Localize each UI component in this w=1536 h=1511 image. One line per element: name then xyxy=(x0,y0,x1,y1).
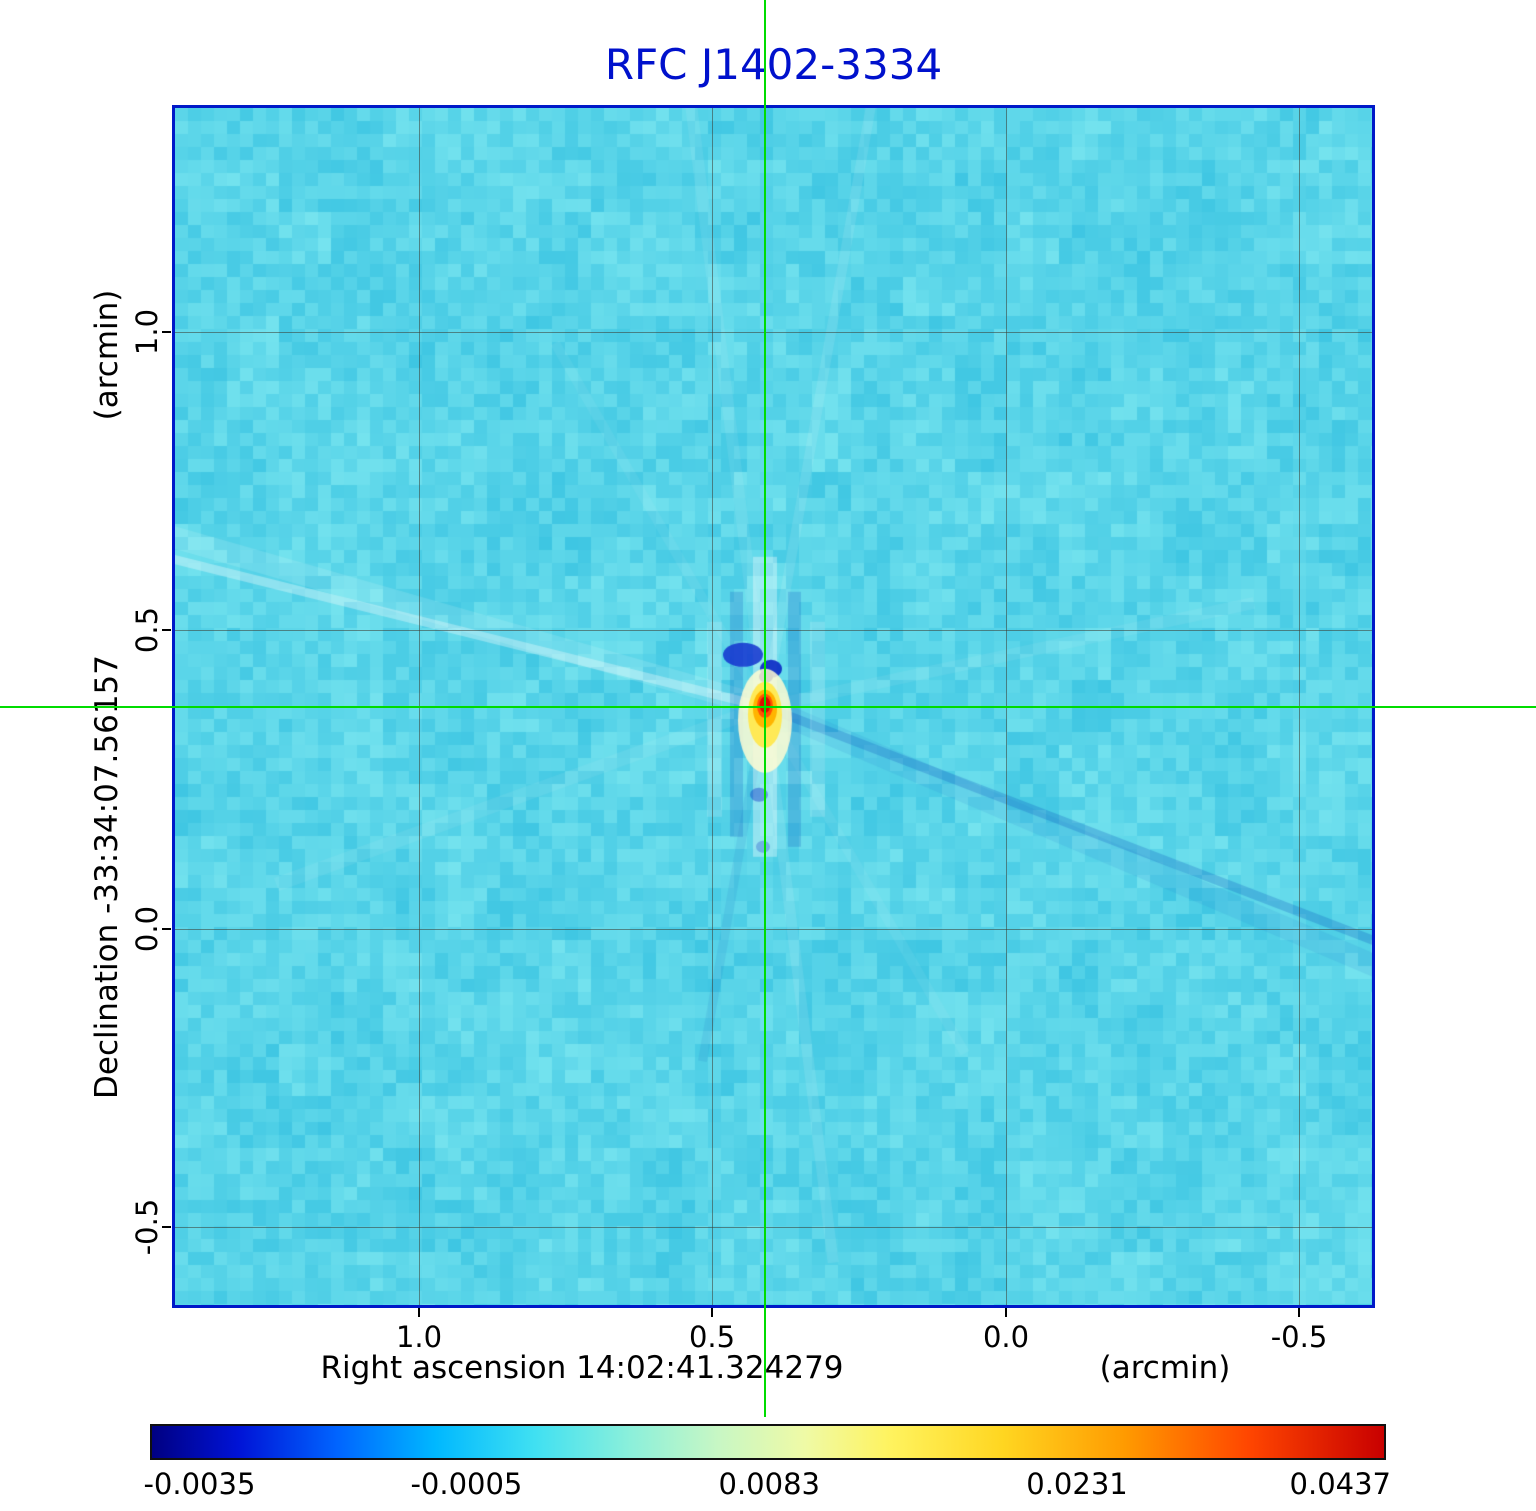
colorbar-gradient xyxy=(152,1426,1384,1458)
colorbar-tick-label: 0.0083 xyxy=(718,1467,820,1501)
colorbar-tick-label: 0.0231 xyxy=(1026,1467,1128,1501)
colorbar xyxy=(150,1424,1386,1460)
y-tick-label: 0.5 xyxy=(130,606,164,654)
y-tick-label: 0.0 xyxy=(130,905,164,953)
colorbar-tick-labels: -0.0035 -0.0005 0.0083 0.0231 0.0437 xyxy=(143,1467,1391,1503)
x-tick-mark xyxy=(418,1308,420,1317)
y-axis-units-label: (arcmin) xyxy=(89,289,125,421)
crosshair-horizontal-line xyxy=(0,706,1536,708)
y-axis-label: Declination -33:34:07.56157 xyxy=(89,655,125,1099)
y-tick-label: 1.0 xyxy=(130,308,164,356)
y-tick-mark xyxy=(162,1226,171,1228)
x-tick-label: 0.5 xyxy=(688,1320,736,1354)
y-tick-mark xyxy=(162,928,171,930)
colorbar-tick-label: 0.0437 xyxy=(1289,1467,1392,1501)
colorbar-tick-label: -0.0005 xyxy=(410,1467,523,1501)
y-tick-mark xyxy=(162,331,171,333)
x-axis-units-label: (arcmin) xyxy=(1099,1350,1231,1386)
y-tick-label: -0.5 xyxy=(130,1198,164,1256)
x-tick-mark xyxy=(711,1308,713,1317)
x-axis-label: Right ascension 14:02:41.324279 xyxy=(320,1350,844,1386)
crosshair-vertical-line xyxy=(764,0,766,1417)
x-tick-mark xyxy=(1298,1308,1300,1317)
y-tick-mark xyxy=(162,629,171,631)
x-tick-mark xyxy=(1005,1308,1007,1317)
colorbar-tick-label: -0.0035 xyxy=(143,1467,256,1501)
x-tick-label: 0.0 xyxy=(982,1320,1030,1354)
x-tick-label: 1.0 xyxy=(395,1320,443,1354)
chart-title: RFC J1402-3334 xyxy=(604,40,943,89)
x-tick-label: -0.5 xyxy=(1270,1320,1328,1354)
